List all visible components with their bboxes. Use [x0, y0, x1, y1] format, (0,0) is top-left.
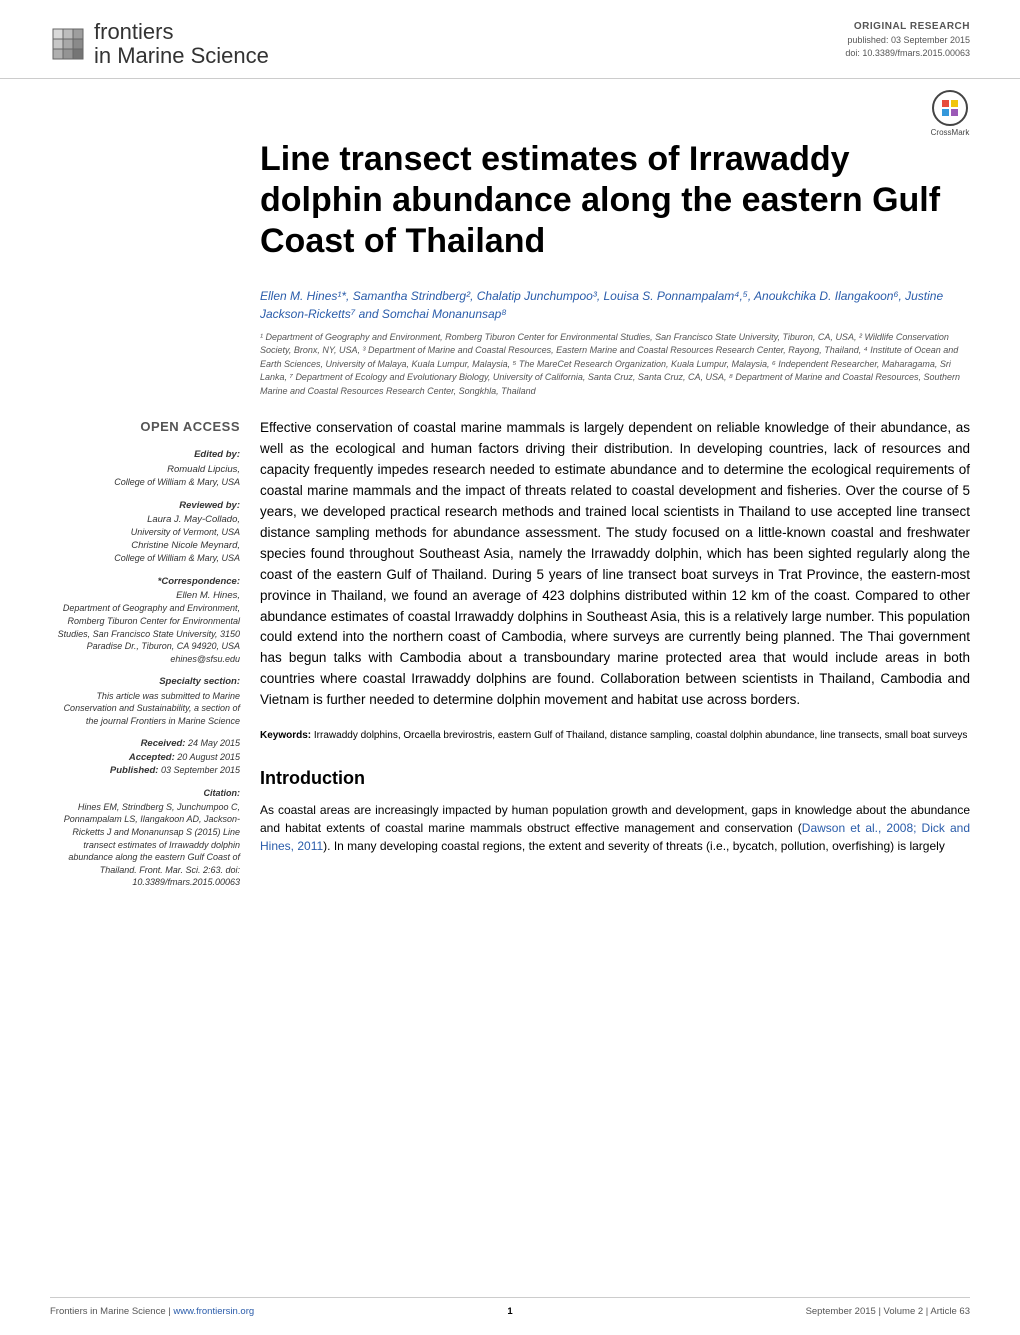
published-label: Published:: [110, 765, 159, 776]
introduction-paragraph: As coastal areas are increasingly impact…: [260, 801, 970, 855]
crossmark-label: CrossMark: [930, 128, 970, 137]
affiliation-list: ¹ Department of Geography and Environmen…: [0, 331, 1020, 419]
article-title: Line transect estimates of Irrawaddy dol…: [260, 139, 970, 261]
editor-name: Romuald Lipcius,: [50, 463, 240, 476]
page-header: frontiers in Marine Science ORIGINAL RES…: [0, 0, 1020, 79]
received-label: Received:: [141, 738, 186, 749]
reviewer2-affiliation: College of William & Mary, USA: [50, 552, 240, 565]
introduction-heading: Introduction: [260, 768, 970, 789]
footer-left: Frontiers in Marine Science | www.fronti…: [50, 1306, 254, 1317]
accepted-date: 20 August 2015: [175, 752, 240, 762]
correspondence-name: Ellen M. Hines,: [50, 589, 240, 602]
footer-left-text: Frontiers in Marine Science |: [50, 1306, 173, 1317]
author-list: Ellen M. Hines¹*, Samantha Strindberg², …: [0, 277, 1020, 331]
keywords-label: Keywords:: [260, 730, 314, 741]
header-meta: ORIGINAL RESEARCH published: 03 Septembe…: [845, 20, 970, 59]
reviewer2-name: Christine Nicole Meynard,: [50, 539, 240, 552]
reviewed-by-label: Reviewed by:: [50, 499, 240, 512]
open-access-label: OPEN ACCESS: [50, 418, 240, 436]
reviewer1-affiliation: University of Vermont, USA: [50, 526, 240, 539]
title-block: Line transect estimates of Irrawaddy dol…: [0, 79, 1020, 276]
received-row: Received: 24 May 2015: [50, 737, 240, 750]
brand-bottom: in Marine Science: [94, 44, 269, 68]
crossmark-icon: [932, 90, 968, 126]
received-date: 24 May 2015: [185, 738, 240, 748]
published-date-sidebar: 03 September 2015: [158, 765, 240, 775]
journal-brand-text: frontiers in Marine Science: [94, 20, 269, 68]
editor-affiliation: College of William & Mary, USA: [50, 476, 240, 489]
main-content-row: OPEN ACCESS Edited by: Romuald Lipcius, …: [0, 418, 1020, 889]
edited-by-label: Edited by:: [50, 448, 240, 461]
keywords-block: Keywords: Irrawaddy dolphins, Orcaella b…: [260, 729, 970, 743]
specialty-text: This article was submitted to Marine Con…: [50, 690, 240, 728]
citation-text: Hines EM, Strindberg S, Junchumpoo C, Po…: [50, 801, 240, 889]
specialty-section: Specialty section: This article was subm…: [50, 675, 240, 727]
article-type: ORIGINAL RESEARCH: [845, 20, 970, 34]
intro-post: ). In many developing coastal regions, t…: [323, 839, 945, 853]
journal-logo: frontiers in Marine Science: [50, 20, 269, 68]
abstract-text: Effective conservation of coastal marine…: [260, 418, 970, 711]
doi-line: doi: 10.3389/fmars.2015.00063: [845, 47, 970, 60]
article-dates: Received: 24 May 2015 Accepted: 20 Augus…: [50, 737, 240, 777]
accepted-label: Accepted:: [129, 752, 175, 763]
footer-right: September 2015 | Volume 2 | Article 63: [806, 1306, 970, 1317]
page-footer: Frontiers in Marine Science | www.fronti…: [50, 1297, 970, 1317]
reviewer1-name: Laura J. May-Collado,: [50, 513, 240, 526]
article-sidebar: OPEN ACCESS Edited by: Romuald Lipcius, …: [50, 418, 240, 889]
footer-link[interactable]: www.frontiersin.org: [173, 1306, 254, 1317]
specialty-label: Specialty section:: [50, 675, 240, 688]
published-row: Published: 03 September 2015: [50, 764, 240, 777]
citation-block: Citation: Hines EM, Strindberg S, Junchu…: [50, 787, 240, 889]
correspondence-address: Department of Geography and Environment,…: [50, 602, 240, 665]
keywords-text: Irrawaddy dolphins, Orcaella brevirostri…: [314, 730, 968, 741]
brand-top: frontiers: [94, 20, 269, 44]
frontiers-cube-icon: [50, 26, 86, 62]
accepted-row: Accepted: 20 August 2015: [50, 751, 240, 764]
correspondence-label: *Correspondence:: [50, 575, 240, 588]
published-date: published: 03 September 2015: [845, 34, 970, 47]
citation-label: Citation:: [50, 787, 240, 800]
main-column: Effective conservation of coastal marine…: [260, 418, 970, 889]
page-number: 1: [507, 1306, 512, 1317]
crossmark-badge[interactable]: CrossMark: [930, 90, 970, 137]
